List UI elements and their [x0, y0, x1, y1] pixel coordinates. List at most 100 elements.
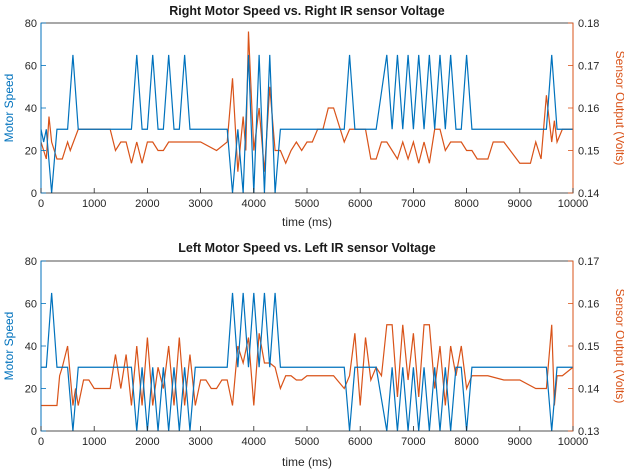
right-y-tick: 0.14: [568, 188, 599, 200]
bottom-plot: Left Motor Speed vs. Left IR sensor Volt…: [2, 241, 624, 469]
bottom-plot-title: Left Motor Speed vs. Left IR sensor Volt…: [178, 241, 435, 255]
x-tick-label: 2000: [135, 198, 159, 210]
x-tick-label: 0: [38, 436, 44, 448]
x-tick: 9000: [508, 188, 532, 210]
x-tick: 1000: [82, 188, 106, 210]
right-y-tick-label: 0.14: [578, 384, 599, 396]
x-tick: 8000: [454, 426, 479, 448]
x-tick-label: 5000: [295, 198, 319, 210]
x-tick: 7000: [401, 426, 426, 448]
bottom-sensor-output-line: [41, 324, 574, 407]
left-y-tick-label: 40: [25, 341, 37, 353]
x-tick: 10000: [558, 188, 589, 210]
x-tick: 8000: [454, 188, 479, 210]
right-y-tick: 0.13: [568, 426, 599, 438]
left-y-tick: 60: [25, 61, 46, 73]
right-y-tick-label: 0.17: [578, 256, 599, 268]
right-y-tick: 0.16: [568, 299, 599, 311]
top-x-ticks: 0 1000 2000 3000 4000 5000 6000 7000 800…: [38, 188, 588, 210]
x-tick-label: 10000: [558, 198, 589, 210]
x-tick-label: 6000: [348, 198, 372, 210]
right-y-tick: 0.18: [568, 18, 599, 30]
left-y-tick: 20: [25, 384, 46, 396]
bottom-left-y-axis-label: Motor Speed: [2, 312, 16, 381]
right-y-tick: 0.15: [568, 146, 599, 158]
x-tick-label: 3000: [188, 198, 212, 210]
right-y-tick-label: 0.18: [578, 18, 599, 30]
x-tick: 6000: [348, 188, 372, 210]
x-tick-label: 1000: [82, 198, 106, 210]
x-tick: 5000: [295, 426, 319, 448]
left-y-tick-label: 80: [25, 18, 37, 30]
left-y-tick: 60: [25, 299, 46, 311]
left-y-tick-label: 60: [25, 299, 37, 311]
x-tick: 3000: [188, 188, 213, 210]
bottom-x-axis-label: time (ms): [282, 455, 332, 469]
top-plot: Right Motor Speed vs. Right IR sensor Vo…: [2, 4, 624, 229]
right-y-tick-label: 0.17: [578, 61, 599, 73]
right-y-tick-label: 0.15: [578, 146, 599, 158]
left-y-tick: 20: [25, 146, 46, 158]
bottom-left-y-ticks: 0 20 40 60 80: [25, 256, 46, 438]
x-tick: 0: [38, 188, 44, 210]
right-y-tick-label: 0.16: [578, 103, 599, 115]
x-tick: 4000: [242, 426, 266, 448]
top-sensor-output-line: [40, 31, 573, 172]
bottom-series-group: [41, 292, 574, 432]
left-y-tick: 40: [25, 103, 46, 115]
right-y-tick-label: 0.13: [578, 426, 599, 438]
x-tick-label: 0: [38, 198, 44, 210]
left-y-tick: 0: [31, 426, 46, 438]
x-tick-label: 2000: [135, 436, 159, 448]
x-tick: 3000: [188, 426, 213, 448]
x-tick: 2000: [135, 188, 160, 210]
x-tick-label: 7000: [401, 436, 425, 448]
x-tick: 7000: [401, 188, 426, 210]
left-y-tick: 80: [25, 256, 46, 268]
left-y-tick-label: 0: [31, 188, 37, 200]
x-tick: 9000: [508, 426, 532, 448]
top-right-y-ticks: 0.14 0.15 0.16 0.17 0.18: [568, 18, 599, 200]
right-y-tick: 0.16: [568, 103, 599, 115]
x-tick: 5000: [295, 188, 319, 210]
left-y-tick-label: 20: [25, 146, 37, 158]
x-tick-label: 4000: [242, 436, 266, 448]
x-tick-label: 9000: [508, 436, 532, 448]
right-y-tick: 0.14: [568, 384, 599, 396]
x-tick: 4000: [242, 188, 266, 210]
left-y-tick: 80: [25, 18, 46, 30]
left-y-tick-label: 80: [25, 256, 37, 268]
top-plot-area: [41, 23, 573, 193]
x-tick: 6000: [348, 426, 372, 448]
top-left-y-axis-label: Motor Speed: [2, 74, 16, 143]
bottom-right-y-ticks: 0.13 0.14 0.15 0.16 0.17: [568, 256, 599, 438]
bottom-right-y-axis-label: Sensor Output (Volts): [613, 289, 624, 404]
x-tick: 1000: [82, 426, 106, 448]
bottom-x-ticks: 0 1000 2000 3000 4000 5000 6000 7000 800…: [38, 426, 588, 448]
x-tick-label: 8000: [454, 436, 478, 448]
x-tick: 2000: [135, 426, 160, 448]
right-y-tick: 0.17: [568, 256, 599, 268]
left-y-tick: 0: [31, 188, 46, 200]
x-tick-label: 6000: [348, 436, 372, 448]
right-y-tick-label: 0.14: [578, 188, 599, 200]
right-y-tick: 0.15: [568, 341, 599, 353]
bottom-plot-area: [41, 261, 573, 431]
left-y-tick: 40: [25, 341, 46, 353]
left-y-tick-label: 0: [31, 426, 37, 438]
x-tick: 10000: [558, 426, 589, 448]
top-left-y-ticks: 0 20 40 60 80: [25, 18, 46, 200]
x-tick-label: 9000: [508, 198, 532, 210]
x-tick-label: 4000: [242, 198, 266, 210]
x-tick: 0: [38, 426, 44, 448]
right-y-tick-label: 0.16: [578, 299, 599, 311]
x-tick-label: 3000: [188, 436, 212, 448]
x-tick-label: 1000: [82, 436, 106, 448]
top-x-axis-label: time (ms): [282, 215, 332, 229]
bottom-motor-speed-line: [41, 292, 573, 432]
x-tick-label: 10000: [558, 436, 589, 448]
top-right-y-axis-label: Sensor Output (Volts): [613, 51, 624, 166]
x-tick-label: 8000: [454, 198, 478, 210]
x-tick-label: 5000: [295, 436, 319, 448]
